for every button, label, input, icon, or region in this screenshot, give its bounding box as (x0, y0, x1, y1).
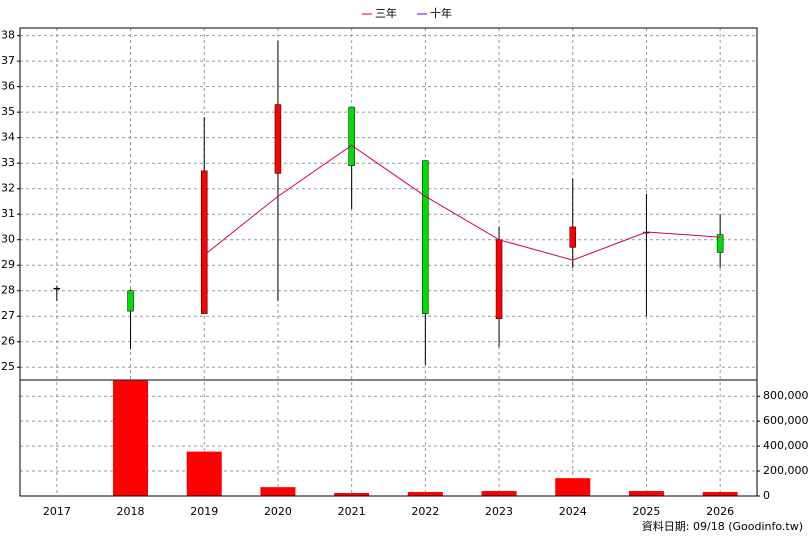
y-tick-label: 29 (1, 258, 15, 271)
volume-bar (113, 380, 149, 496)
y2-tick-label: 600,000 (763, 414, 808, 427)
y-tick-label: 25 (1, 360, 15, 373)
candle-body (53, 287, 61, 290)
legend-label: 三年 (375, 6, 397, 20)
candle-body (127, 290, 134, 312)
y-tick-label: 30 (1, 233, 15, 246)
candle-body (716, 234, 724, 253)
y-tick-label: 38 (1, 29, 15, 42)
candle-body (495, 239, 503, 320)
x-tick-label: 2023 (485, 505, 513, 518)
volume-bar (702, 492, 738, 496)
plot-frame (19, 27, 758, 497)
y-tick-label: 27 (1, 309, 15, 322)
candle-body (569, 226, 576, 248)
candle-body (201, 170, 208, 314)
y-tick-label: 28 (1, 284, 15, 297)
volume-bar (407, 492, 443, 496)
x-tick-label: 2018 (117, 505, 145, 518)
line-series (203, 144, 721, 261)
y-tick-label: 36 (1, 80, 15, 93)
volume-bar (260, 487, 296, 496)
x-tick-label: 2022 (411, 505, 439, 518)
volume-bar (628, 491, 664, 496)
x-tick-label: 2020 (264, 505, 292, 518)
volume-bar (334, 493, 370, 496)
volume-bar (481, 491, 517, 496)
y-tick-label: 34 (1, 131, 15, 144)
x-tick-label: 2024 (559, 505, 587, 518)
volume-bar (555, 478, 591, 496)
x-tick-label: 2026 (706, 505, 734, 518)
candle-body (274, 104, 282, 174)
volume-bar (186, 451, 222, 496)
y2-tick-label: 0 (763, 489, 770, 502)
y-tick-label: 26 (1, 335, 15, 348)
y-tick-label: 37 (1, 54, 15, 67)
footer: 資料日期: 09/18 (Goodinfo.tw) (642, 519, 803, 533)
x-tick-label: 2021 (338, 505, 366, 518)
legend-label: 十年 (430, 6, 452, 20)
candle-body (348, 106, 355, 166)
x-tick-label: 2025 (632, 505, 660, 518)
x-tick-label: 2019 (190, 505, 218, 518)
y-tick-label: 31 (1, 207, 15, 220)
y-tick-label: 35 (1, 105, 15, 118)
y2-tick-label: 200,000 (763, 464, 808, 477)
y-tick-label: 33 (1, 156, 15, 169)
y2-tick-label: 400,000 (763, 439, 808, 452)
x-tick-label: 2017 (43, 505, 71, 518)
y-tick-label: 32 (1, 182, 15, 195)
y2-tick-label: 800,000 (763, 389, 808, 402)
candle-body (422, 160, 429, 314)
